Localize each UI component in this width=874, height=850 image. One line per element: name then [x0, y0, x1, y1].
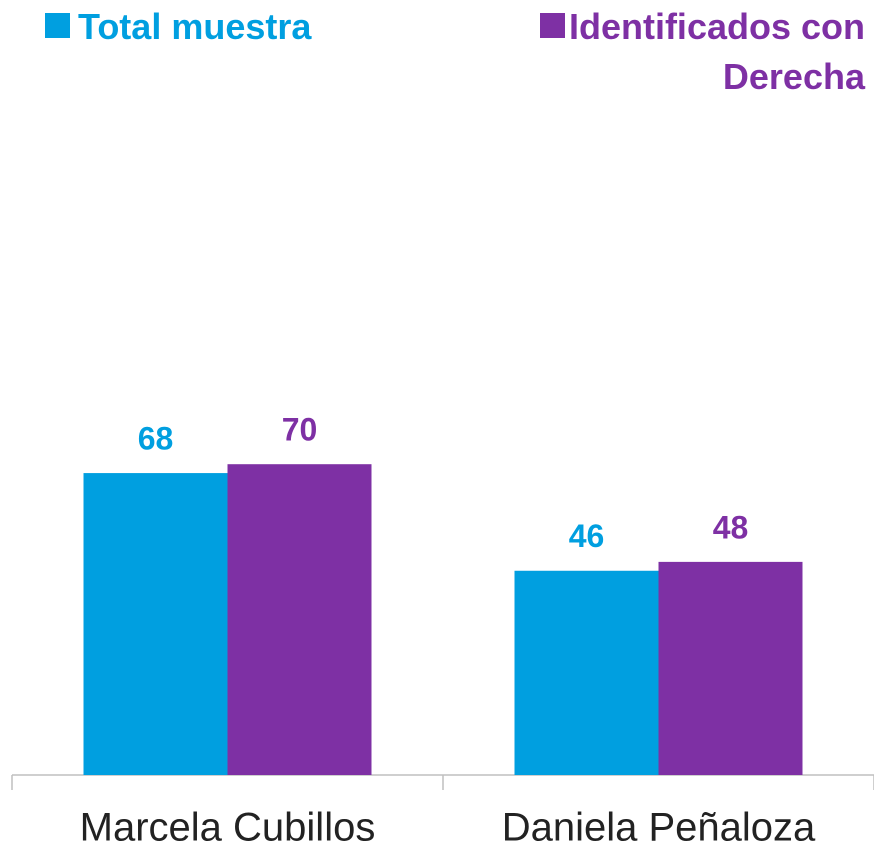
legend-swatch [45, 13, 70, 38]
x-tick-label: Marcela Cubillos [80, 806, 376, 850]
bar [658, 561, 803, 775]
bar [514, 570, 659, 775]
bar [227, 464, 372, 775]
legend-label: Identificados con Derecha [568, 6, 865, 97]
legend-swatch [540, 13, 565, 38]
data-label: 48 [713, 509, 749, 545]
data-label: 46 [569, 518, 605, 554]
data-label: 68 [138, 421, 174, 457]
bar [83, 473, 228, 775]
legend-label: Total muestra [78, 6, 312, 47]
data-label: 70 [282, 412, 318, 448]
x-tick-label: Daniela Peñaloza [502, 806, 816, 850]
